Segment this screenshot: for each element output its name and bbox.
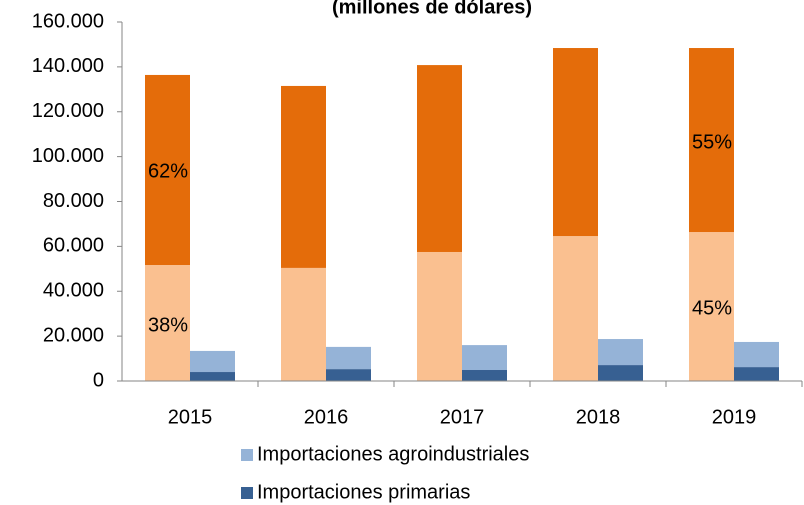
- legend-swatch: [241, 449, 253, 461]
- bar-segment: [417, 65, 462, 252]
- y-tick-label: 120.000: [32, 100, 104, 122]
- legend-label: Importaciones primarias: [257, 481, 470, 503]
- chart-title: (millones de dólares): [332, 0, 532, 18]
- bar-segment: [598, 365, 643, 381]
- y-tick-label: 100.000: [32, 145, 104, 167]
- annotation: 62%: [148, 160, 188, 182]
- x-tick-label: 2019: [712, 406, 757, 428]
- bar-segment: [553, 236, 598, 381]
- bar-segment: [689, 48, 734, 233]
- bar-segment: [326, 346, 371, 370]
- annotation: 55%: [692, 131, 732, 153]
- bar-segment: [462, 370, 507, 381]
- bar-segment: [734, 341, 779, 368]
- annotation: 45%: [692, 297, 732, 319]
- bar-segment: [326, 369, 371, 381]
- annotation: 38%: [148, 314, 188, 336]
- bar-segment: [190, 350, 235, 373]
- bar-segment: [145, 264, 190, 381]
- x-tick-label: 2017: [440, 406, 485, 428]
- y-tick-label: 140.000: [32, 55, 104, 77]
- y-tick-label: 20.000: [43, 324, 104, 346]
- bar-segment: [190, 372, 235, 381]
- bar-segment: [689, 232, 734, 381]
- y-tick-label: 0: [93, 369, 104, 391]
- bar-segment: [734, 367, 779, 381]
- x-tick-label: 2018: [576, 406, 621, 428]
- x-tick-label: 2015: [168, 406, 213, 428]
- bar-segment: [553, 48, 598, 237]
- bar-segment: [462, 345, 507, 371]
- bar-segment: [281, 85, 326, 268]
- y-tick-label: 80.000: [43, 190, 104, 212]
- x-tick-label: 2016: [304, 406, 349, 428]
- bar-segment: [145, 74, 190, 265]
- bar-segment: [598, 339, 643, 366]
- y-tick-label: 160.000: [32, 10, 104, 32]
- y-tick-label: 60.000: [43, 235, 104, 257]
- bar-segment: [417, 251, 462, 381]
- legend-label: Importaciones agroindustriales: [257, 443, 529, 465]
- y-tick-label: 40.000: [43, 280, 104, 302]
- bar-segment: [281, 267, 326, 381]
- legend-swatch: [241, 487, 253, 499]
